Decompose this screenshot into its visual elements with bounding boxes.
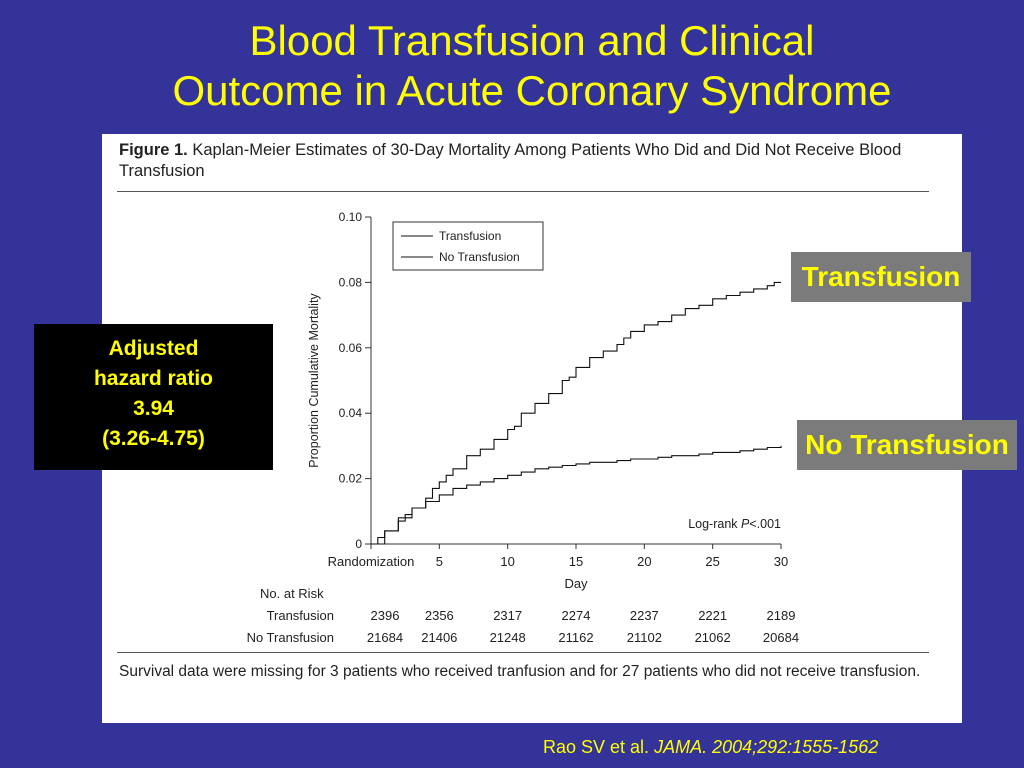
x-tick-label: 20 bbox=[637, 554, 651, 569]
risk-value: 2317 bbox=[493, 608, 523, 623]
risk-value: 2274 bbox=[561, 608, 591, 623]
y-tick-label: 0.10 bbox=[339, 210, 363, 224]
hazard-ratio-box: Adjusted hazard ratio 3.94 (3.26-4.75) bbox=[34, 324, 273, 470]
citation-journal: JAMA. 2004;292:1555-1562 bbox=[654, 737, 879, 757]
no-transfusion-callout: No Transfusion bbox=[797, 420, 1017, 470]
risk-row-label: No Transfusion bbox=[246, 630, 334, 645]
risk-value: 2356 bbox=[424, 608, 454, 623]
risk-value: 21406 bbox=[421, 630, 458, 645]
footnote-divider bbox=[117, 652, 929, 653]
caption-divider bbox=[117, 191, 929, 192]
risk-value: 2237 bbox=[629, 608, 659, 623]
risk-row-label: Transfusion bbox=[266, 608, 334, 623]
slide-title-line-1: Blood Transfusion and Clinical bbox=[249, 17, 815, 64]
x-tick-label: 10 bbox=[500, 554, 514, 569]
risk-value: 21684 bbox=[366, 630, 404, 645]
x-tick-label: 5 bbox=[436, 554, 443, 569]
slide-title-line-2: Outcome in Acute Coronary Syndrome bbox=[172, 67, 892, 114]
risk-table-heading: No. at Risk bbox=[260, 586, 324, 601]
risk-value: 20684 bbox=[762, 630, 800, 645]
x-tick-label: 15 bbox=[569, 554, 583, 569]
logrank-annotation: Log-rank P<.001 bbox=[688, 517, 781, 531]
citation-authors: Rao SV et al. bbox=[543, 737, 655, 757]
risk-value: 2189 bbox=[766, 608, 796, 623]
hazard-ratio-value: 3.94 bbox=[133, 397, 174, 420]
hazard-ratio-ci: (3.26-4.75) bbox=[102, 427, 205, 450]
risk-value: 2396 bbox=[370, 608, 400, 623]
figure-caption: Figure 1. Kaplan-Meier Estimates of 30-D… bbox=[119, 140, 949, 182]
x-tick-label: 30 bbox=[774, 554, 788, 569]
x-axis-label: Day bbox=[564, 576, 588, 591]
transfusion-callout: Transfusion bbox=[791, 252, 971, 302]
x-tick-label: Randomization bbox=[328, 554, 415, 569]
citation: Rao SV et al. JAMA. 2004;292:1555-1562 bbox=[543, 737, 878, 758]
series-line-no-transfusion bbox=[371, 445, 782, 545]
legend-label: No Transfusion bbox=[439, 250, 520, 264]
hazard-ratio-line-1: Adjusted bbox=[108, 337, 199, 360]
y-tick-label: 0.06 bbox=[339, 341, 363, 355]
figure-footnote: Survival data were missing for 3 patient… bbox=[119, 663, 921, 680]
hazard-ratio-line-2: hazard ratio bbox=[93, 367, 214, 390]
slide-title: Blood Transfusion and Clinical Outcome i… bbox=[60, 16, 1004, 116]
legend-box bbox=[392, 221, 544, 271]
km-chart: 0 0.02 0.04 0.06 0.08 0.10 Randomization 5 10 15 2… bbox=[307, 210, 788, 591]
figure-caption-text: Kaplan-Meier Estimates of 30-Day Mortali… bbox=[119, 141, 902, 180]
y-tick-label: 0 bbox=[355, 537, 362, 551]
risk-value: 2221 bbox=[698, 608, 728, 623]
y-tick-label: 0.02 bbox=[339, 472, 363, 486]
risk-value: 21162 bbox=[558, 630, 594, 645]
risk-value: 21248 bbox=[489, 630, 526, 645]
risk-value: 21102 bbox=[626, 630, 662, 645]
series-line-transfusion bbox=[371, 281, 781, 545]
y-axis-label: Proportion Cumulative Mortality bbox=[307, 293, 321, 468]
x-tick-label: 25 bbox=[705, 554, 719, 569]
figure-label: Figure 1. bbox=[119, 141, 188, 159]
y-tick-label: 0.04 bbox=[339, 406, 363, 420]
legend-label: Transfusion bbox=[439, 229, 501, 243]
y-tick-label: 0.08 bbox=[339, 275, 363, 289]
risk-value: 21062 bbox=[694, 630, 731, 645]
